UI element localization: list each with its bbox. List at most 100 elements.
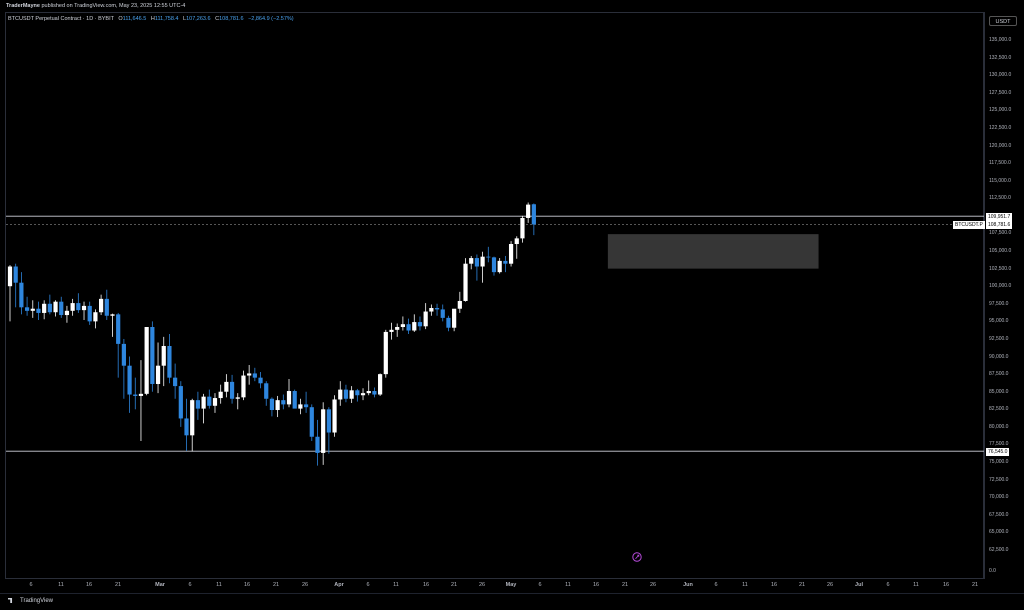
price-axis-label: 65,000.0 — [989, 529, 1009, 536]
candle-body — [406, 324, 411, 331]
candle-body — [463, 263, 468, 301]
candle-body — [150, 327, 155, 384]
candle-body — [264, 383, 269, 399]
time-axis-label: 11 — [565, 582, 571, 588]
candle-body — [99, 298, 104, 313]
time-axis-label: 11 — [216, 582, 222, 588]
candle-body — [110, 314, 115, 316]
price-axis-label: 72,500.0 — [989, 476, 1009, 483]
candle-body — [7, 266, 13, 287]
time-axis-label: Jul — [855, 582, 863, 588]
candle-body — [64, 310, 70, 316]
candle-body — [338, 389, 343, 400]
price-axis-label: 77,500.0 — [989, 441, 1009, 448]
tradingview-logo-icon — [8, 598, 13, 603]
candle-body — [343, 389, 349, 399]
candle-body — [235, 397, 240, 399]
candle-body — [452, 308, 457, 328]
candle-body — [53, 301, 58, 313]
candle-body — [378, 374, 383, 395]
price-axis-label: 130,000.0 — [989, 72, 1012, 79]
candle-body — [30, 308, 35, 311]
candle-body — [514, 238, 519, 244]
candle-body — [247, 373, 252, 376]
candle-body — [457, 300, 462, 309]
candle-body — [292, 391, 297, 409]
price-axis-label: 82,500.0 — [989, 406, 1009, 413]
candle-body — [24, 307, 30, 311]
candle-body — [138, 393, 144, 396]
time-axis-label: 26 — [301, 582, 309, 588]
chart-pane[interactable] — [5, 12, 984, 579]
price-axis-label: 67,500.0 — [989, 511, 1009, 518]
candle-body — [207, 396, 212, 406]
candle-body — [480, 256, 485, 267]
symbol-price-label: BTCUSDT.P — [953, 221, 985, 229]
candle-body — [349, 390, 354, 399]
time-axis-label: Apr — [334, 582, 344, 588]
event-marker-icon — [632, 552, 642, 562]
time-axis-label: 11 — [913, 582, 919, 588]
time-axis-label: 16 — [422, 582, 430, 588]
time-axis-label: 16 — [85, 582, 93, 588]
time-axis-label: May — [505, 582, 517, 588]
candle-body — [332, 399, 337, 433]
candle-body — [520, 217, 525, 239]
low-value: 107,263.6 — [186, 16, 211, 22]
time-axis-label: 11 — [393, 582, 399, 588]
time-axis-label: 11 — [742, 582, 748, 588]
candle-body — [281, 400, 286, 405]
candle-body — [155, 365, 161, 384]
price-axis-label: 135,000.0 — [989, 37, 1012, 43]
candle-body — [508, 244, 514, 264]
price-axis-label: 90,000.0 — [989, 353, 1009, 360]
lightning-icon — [635, 554, 640, 560]
candle-body — [286, 391, 292, 405]
candle-body — [178, 386, 183, 419]
candle-body — [258, 377, 263, 384]
price-axis[interactable] — [984, 12, 1020, 579]
candle-body — [366, 391, 371, 394]
tradingview-brand[interactable]: TradingView — [8, 598, 53, 604]
high-value: 111,758.4 — [154, 16, 179, 22]
author-name[interactable]: TraderMayne — [6, 3, 40, 9]
price-axis-label: 100,000.0 — [989, 283, 1012, 290]
candle-body — [47, 303, 52, 313]
symbol-title[interactable]: BTCUSDT Perpetual Contract · 1D · BYBIT — [8, 16, 114, 22]
candle-body — [360, 393, 366, 396]
symbol-legend[interactable]: BTCUSDT Perpetual Contract · 1D · BYBIT … — [8, 16, 294, 22]
time-axis-label: 16 — [243, 582, 251, 588]
candle-body — [116, 314, 121, 344]
currency-button[interactable]: USDT — [989, 16, 1017, 26]
time-axis-label: 11 — [58, 582, 64, 588]
close-label: C — [215, 16, 220, 22]
publish-text: published on TradingView.com, May 23, 20… — [41, 3, 186, 9]
candle-body — [434, 308, 440, 310]
price-axis-label: 85,000.0 — [989, 388, 1009, 395]
candle-body — [383, 331, 388, 375]
price-axis-label: 127,500.0 — [989, 89, 1012, 96]
candle-body — [184, 418, 189, 436]
candle-body — [417, 322, 423, 327]
candle-body — [400, 324, 405, 328]
candle-body — [491, 257, 497, 273]
time-axis-label: 21 — [621, 582, 629, 588]
time-axis-label: 21 — [971, 582, 979, 588]
time-axis-label: 6 — [366, 582, 370, 588]
price-axis-label: 102,500.0 — [989, 265, 1012, 272]
candle-body — [326, 409, 331, 433]
candle-body — [412, 322, 417, 331]
time-axis-label: 16 — [942, 582, 950, 588]
price-axis-label: 92,500.0 — [989, 335, 1009, 342]
high-label: H — [150, 16, 155, 22]
candle-body — [133, 394, 138, 396]
candle-body — [531, 204, 536, 225]
price-axis-label: 95,000.0 — [989, 318, 1009, 325]
candle-body — [275, 400, 280, 411]
price-axis-label: 70,000.0 — [989, 494, 1009, 501]
candle-body — [173, 377, 178, 387]
candle-body — [201, 396, 206, 409]
candle-body — [127, 365, 132, 395]
candle-body — [104, 298, 109, 316]
candle-body — [474, 258, 480, 267]
